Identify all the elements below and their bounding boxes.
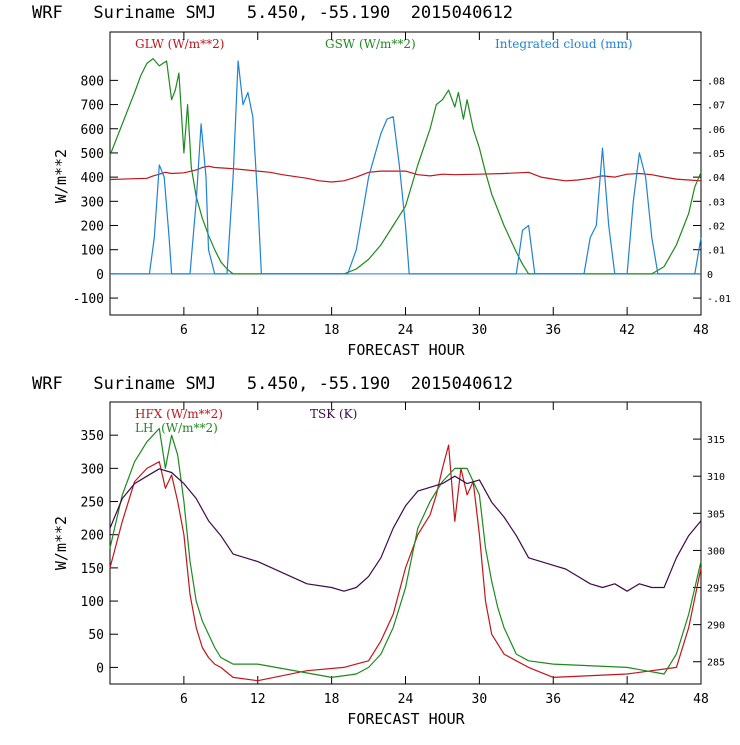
bottom-plot-frame [109, 401, 702, 685]
bottom-x-tick-label-42: 42 [619, 692, 635, 707]
top-x-tick-label-6: 6 [180, 323, 188, 338]
top-y-axis-label: W/m**2 [52, 149, 70, 203]
bottom-y-axis-label: W/m**2 [52, 516, 70, 570]
bottom-x-tick-label-6: 6 [180, 692, 188, 707]
top-x-tick-label-30: 30 [472, 323, 488, 338]
bottom-y-tick-label-200: 200 [81, 529, 104, 544]
bottom-x-tick-label-24: 24 [398, 692, 414, 707]
top-y2-tick-label-8: .07 [707, 101, 725, 112]
top-y-tick-label-600: 600 [81, 123, 104, 138]
top-x-tick-label-12: 12 [250, 323, 266, 338]
top-x-tick-label-24: 24 [398, 323, 414, 338]
top-y-tick-label-300: 300 [81, 195, 104, 210]
bottom-x-tick-label-48: 48 [693, 692, 709, 707]
bottom-series-lh-line [109, 427, 702, 679]
top-x-tick-label-42: 42 [619, 323, 635, 338]
bottom-chart-title: WRF Suriname SMJ 5.450, -55.190 20150406… [32, 374, 513, 394]
bottom-y2-tick-label-4: 305 [707, 509, 725, 520]
bottom-y-tick-label-300: 300 [81, 462, 104, 477]
top-x-tick-label-48: 48 [693, 323, 709, 338]
bottom-x-tick-label-12: 12 [250, 692, 266, 707]
top-y2-tick-label-2: .01 [707, 246, 725, 257]
bottom-series-layer [109, 427, 702, 682]
top-y-tick-label-200: 200 [81, 220, 104, 235]
bottom-series-hfx-line [109, 444, 702, 682]
top-y-tick-label-0: 0 [96, 268, 104, 283]
top-legend-glw: GLW (W/m**2) [135, 37, 224, 51]
bottom-legend-hfx: HFX (W/m**2) [135, 407, 223, 421]
bottom-x-tick-label-36: 36 [545, 692, 561, 707]
bottom-y2-tick-label-3: 300 [707, 546, 725, 557]
bottom-axes: 6 12 18 24 30 36 42 48 0 50 100 150 200 250 300 350 285 2… [81, 402, 725, 707]
bottom-x-tick-label-18: 18 [324, 692, 340, 707]
top-plot-frame [109, 31, 702, 316]
bottom-legend-tsk: TSK (K) [310, 407, 357, 421]
top-chart-title: WRF Suriname SMJ 5.450, -55.190 20150406… [32, 3, 513, 23]
bottom-y-tick-label-250: 250 [81, 496, 104, 511]
top-axes: 6 12 18 24 30 36 42 48 -100 0 100 200 300 400 500 600 70… [73, 32, 731, 338]
top-y-tick-label--100: -100 [73, 292, 104, 307]
bottom-y-tick-label-150: 150 [81, 562, 104, 577]
top-y-tick-label-800: 800 [81, 74, 104, 89]
top-y2-tick-label-1: 0 [707, 270, 713, 281]
bottom-series-tsk-line [109, 468, 702, 592]
top-y2-tick-label-3: .02 [707, 222, 725, 233]
top-legend-gsw: GSW (W/m**2) [325, 37, 416, 51]
top-x-tick-label-18: 18 [324, 323, 340, 338]
top-y-tick-label-400: 400 [81, 171, 104, 186]
top-y2-tick-label-5: .04 [707, 173, 725, 184]
bottom-y2-tick-label-5: 310 [707, 472, 725, 483]
top-series-integrated-line [110, 60, 702, 275]
top-y2-tick-label-0: -.01 [707, 294, 731, 305]
top-x-tick-label-36: 36 [545, 323, 561, 338]
top-y2-tick-label-4: .03 [707, 197, 725, 208]
bottom-x-axis-label: FORECAST HOUR [347, 710, 465, 728]
bottom-legend-lh: LH (W/m**2) [135, 421, 218, 435]
top-y2-tick-label-9: .08 [707, 76, 725, 87]
bottom-y-tick-label-350: 350 [81, 429, 104, 444]
top-y-tick-label-100: 100 [81, 244, 104, 259]
bottom-y2-tick-label-0: 285 [707, 658, 725, 669]
top-legend-cloud: Integrated cloud (mm) [495, 37, 633, 51]
bottom-y-tick-label-0: 0 [96, 661, 104, 676]
top-y-tick-label-700: 700 [81, 99, 104, 114]
top-series-glw-line [109, 165, 702, 183]
bottom-y-tick-label-50: 50 [88, 628, 104, 643]
top-y2-tick-label-6: .05 [707, 149, 725, 160]
top-series-layer [109, 57, 702, 275]
top-y2-tick-label-7: .06 [707, 125, 725, 136]
bottom-y2-tick-label-1: 290 [707, 621, 725, 632]
bottom-y2-tick-label-2: 295 [707, 584, 725, 595]
top-y-tick-label-500: 500 [81, 147, 104, 162]
top-x-axis-label: FORECAST HOUR [347, 341, 465, 359]
bottom-x-tick-label-30: 30 [472, 692, 488, 707]
bottom-y2-tick-label-6: 315 [707, 435, 725, 446]
bottom-y-tick-label-100: 100 [81, 595, 104, 610]
